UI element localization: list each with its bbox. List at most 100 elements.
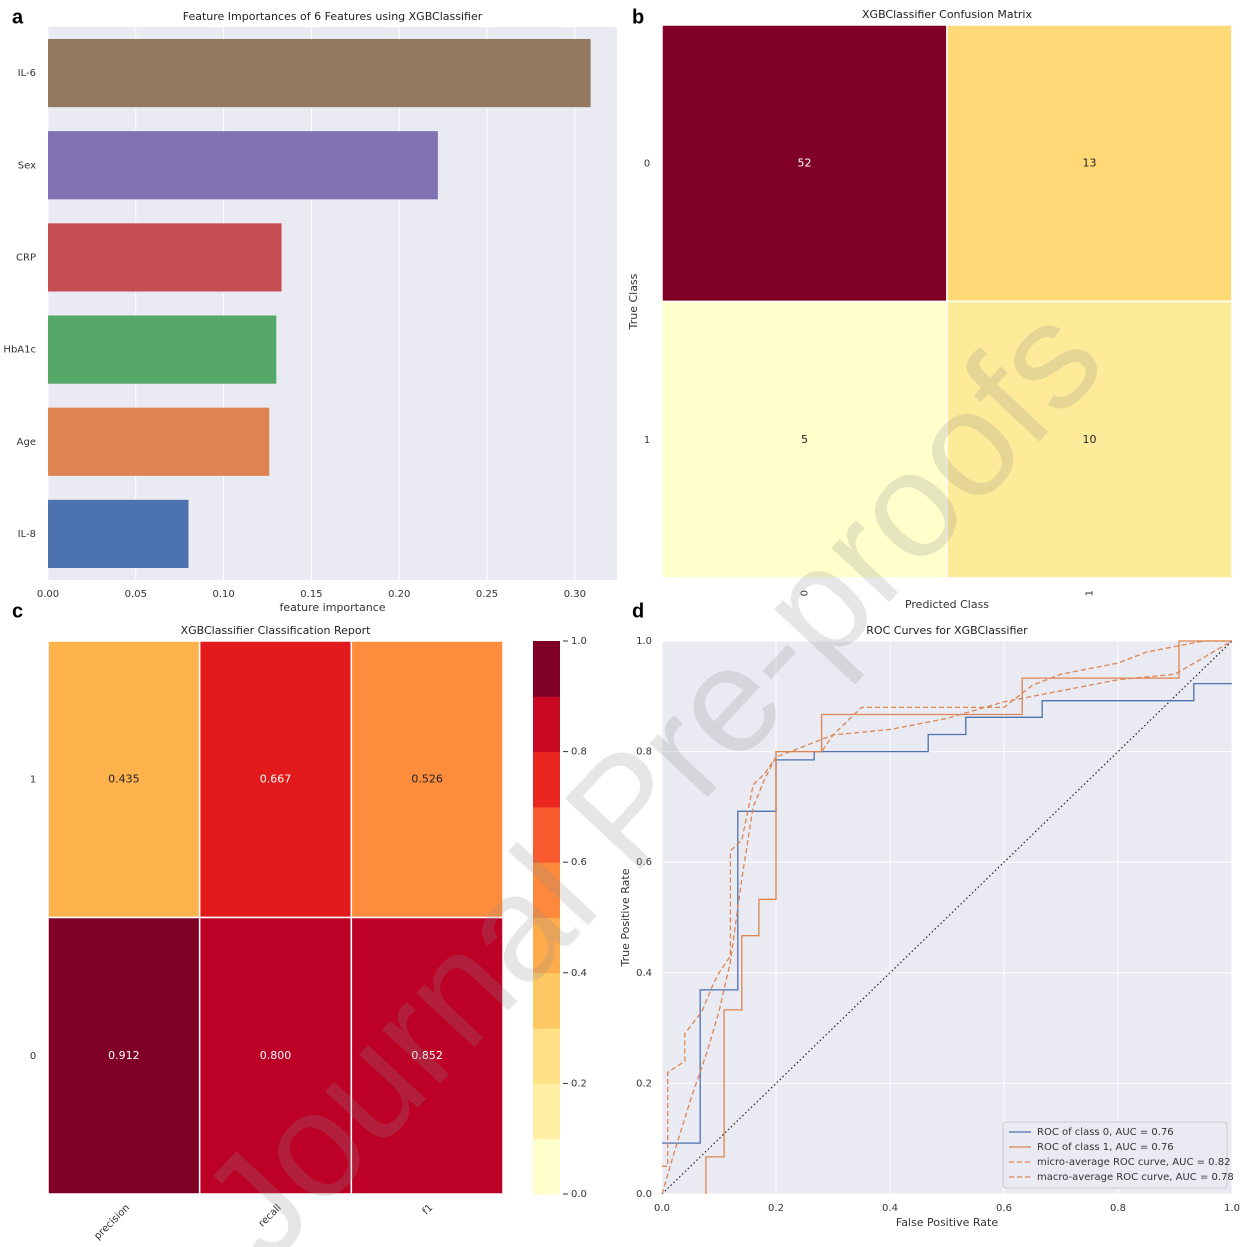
roc-line xyxy=(662,640,1232,1167)
colorbar-band xyxy=(533,972,560,1029)
colorbar-band xyxy=(533,641,560,697)
colorbar-band xyxy=(533,862,560,918)
heatmap-cell xyxy=(350,916,504,1195)
roc-line xyxy=(705,640,1232,1194)
y-tick-label: 0 xyxy=(30,1051,36,1062)
heatmap-cell xyxy=(198,640,353,919)
y-tick-label: IL-8 xyxy=(18,529,36,540)
y-tick-label: HbA1c xyxy=(3,345,36,356)
colorbar-band xyxy=(533,806,560,863)
y-axis-label: True Positive Rate xyxy=(619,868,632,967)
cell-label: 0.800 xyxy=(260,1049,292,1062)
x-tick-label: 0.15 xyxy=(300,589,322,600)
x-axis-label: False Positive Rate xyxy=(896,1216,998,1229)
panel-label: d xyxy=(632,600,644,622)
colorbar-band xyxy=(533,696,560,753)
colorbar-tick-label: 0.4 xyxy=(571,968,587,979)
x-tick-label: precision xyxy=(92,1202,132,1242)
chart-title: XGBClassifier Classification Report xyxy=(181,624,372,637)
heatmap-cell xyxy=(198,916,353,1195)
x-tick-label: 0.8 xyxy=(1110,1203,1126,1214)
chart-title: XGBClassifier Confusion Matrix xyxy=(862,8,1032,21)
bar xyxy=(48,223,282,292)
x-tick-label: 0.20 xyxy=(388,589,410,600)
y-tick-label: Age xyxy=(17,437,36,448)
bar xyxy=(48,315,277,384)
legend-box xyxy=(1002,1121,1228,1189)
x-tick-label: 1 xyxy=(1085,590,1096,596)
x-tick-label: 0.2 xyxy=(768,1203,784,1214)
legend-label: ROC of class 1, AUC = 0.76 xyxy=(1037,1142,1174,1153)
colorbar-band xyxy=(533,1083,560,1140)
y-tick-label: 0.8 xyxy=(636,747,652,758)
cell-label: 13 xyxy=(1083,156,1097,169)
x-tick-label: 0.00 xyxy=(37,589,59,600)
cell-label: 0.435 xyxy=(108,772,140,785)
cell-label: 0.912 xyxy=(108,1049,140,1062)
legend-label: macro-average ROC curve, AUC = 0.78 xyxy=(1037,1172,1234,1183)
y-tick-label: 0.4 xyxy=(636,968,652,979)
heatmap-cell xyxy=(946,300,1233,579)
chart-title: ROC Curves for XGBClassifier xyxy=(866,624,1028,637)
y-tick-label: 0.2 xyxy=(636,1078,652,1089)
colorbar-band xyxy=(533,1028,560,1084)
cell-label: 52 xyxy=(798,156,812,169)
heatmap-cell xyxy=(946,24,1233,303)
x-tick-label: 0.10 xyxy=(212,589,234,600)
y-tick-label: 1.0 xyxy=(636,636,652,647)
x-tick-label: 1.0 xyxy=(1224,1203,1240,1214)
cell-label: 5 xyxy=(801,433,808,446)
heatmap-cell xyxy=(47,916,201,1195)
colorbar-band xyxy=(533,751,560,808)
bar xyxy=(48,38,591,108)
x-tick-label: 0.25 xyxy=(476,589,498,600)
y-tick-label: IL-6 xyxy=(18,68,36,79)
x-tick-label: 0.0 xyxy=(654,1203,670,1214)
y-tick-label: 0.6 xyxy=(636,857,652,868)
x-tick-label: 0.30 xyxy=(564,589,586,600)
y-axis-label: True Class xyxy=(627,273,640,330)
y-tick-label: 0.0 xyxy=(636,1189,652,1200)
y-tick-label: 1 xyxy=(30,774,36,785)
bar xyxy=(48,499,189,569)
cell-label: 0.852 xyxy=(411,1049,443,1062)
bar xyxy=(48,407,270,476)
x-axis-label: Predicted Class xyxy=(905,598,989,611)
colorbar-tick-label: 0.0 xyxy=(571,1189,587,1200)
colorbar-band xyxy=(533,1138,560,1195)
colorbar-tick-label: 0.8 xyxy=(571,747,587,758)
plot-background xyxy=(48,27,617,580)
legend-label: micro-average ROC curve, AUC = 0.82 xyxy=(1037,1157,1230,1168)
y-tick-label: 1 xyxy=(644,435,650,446)
x-tick-label: 0.4 xyxy=(882,1203,898,1214)
x-tick-label: f1 xyxy=(421,1202,436,1217)
cell-label: 0.667 xyxy=(260,772,292,785)
x-tick-label: 0 xyxy=(800,590,811,596)
colorbar-tick-label: 0.6 xyxy=(571,857,587,868)
colorbar-band xyxy=(533,917,560,974)
heatmap-cell xyxy=(350,640,504,919)
y-tick-label: Sex xyxy=(18,160,36,171)
y-tick-label: 0 xyxy=(644,158,650,169)
colorbar-tick-label: 0.2 xyxy=(571,1078,587,1089)
roc-line xyxy=(661,640,1233,1195)
roc-line xyxy=(662,682,1232,1144)
bar xyxy=(48,131,438,200)
cell-label: 10 xyxy=(1083,433,1097,446)
y-tick-label: CRP xyxy=(16,252,36,263)
legend-label: ROC of class 0, AUC = 0.76 xyxy=(1037,1127,1174,1138)
x-tick-label: 0.05 xyxy=(125,589,147,600)
chart-title: Feature Importances of 6 Features using … xyxy=(183,10,483,23)
panel-label: c xyxy=(12,600,23,622)
colorbar-tick-label: 1.0 xyxy=(571,636,587,647)
heatmap-cell xyxy=(47,640,201,919)
heatmap-cell xyxy=(661,300,948,579)
cell-label: 0.526 xyxy=(411,772,443,785)
x-tick-label: 0.6 xyxy=(996,1203,1012,1214)
panel-label: a xyxy=(12,6,24,28)
x-axis-label: feature importance xyxy=(279,601,385,614)
panel-label: b xyxy=(632,6,644,28)
reference-diagonal xyxy=(661,640,1233,1195)
